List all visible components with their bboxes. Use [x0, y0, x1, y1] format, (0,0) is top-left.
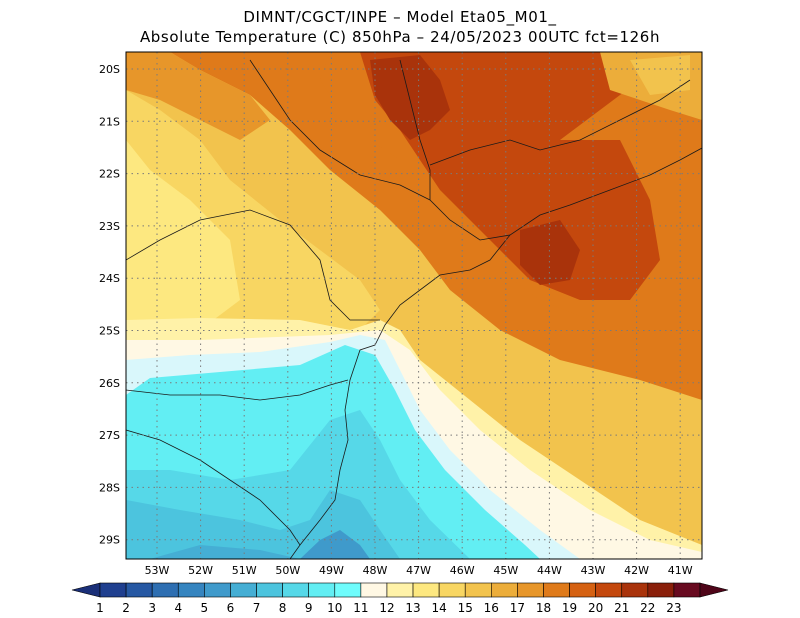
colorbar-swatch — [438, 582, 466, 598]
colorbar — [71, 582, 729, 598]
colorbar-label: 3 — [148, 601, 156, 615]
colorbar-swatch — [334, 582, 362, 598]
coastline-lines — [126, 59, 702, 559]
colorbar-label: 18 — [536, 601, 551, 615]
colorbar-swatch — [360, 582, 388, 598]
lon-label: 48W — [363, 564, 388, 577]
colorbar-swatch — [621, 582, 649, 598]
latitude-labels: 20S 21S 22S 23S 24S 25S 26S 27S 28S 29S — [99, 63, 120, 547]
colorbar-low-arrow — [71, 582, 101, 598]
colorbar-label: 9 — [305, 601, 313, 615]
colorbar-label: 22 — [640, 601, 655, 615]
colorbar-swatch — [491, 582, 518, 598]
lon-label: 51W — [232, 564, 257, 577]
colorbar-swatch — [282, 582, 309, 598]
colorbar-label: 12 — [379, 601, 394, 615]
lat-label: 26S — [99, 377, 120, 390]
lon-label: 43W — [581, 564, 606, 577]
lon-label: 50W — [275, 564, 300, 577]
plot-frame — [125, 51, 703, 560]
lon-label: 53W — [145, 564, 170, 577]
colorbar-label: 7 — [253, 601, 261, 615]
colorbar-label: 15 — [458, 601, 473, 615]
lon-label: 47W — [406, 564, 431, 577]
colorbar-swatch — [673, 582, 701, 598]
lon-label: 52W — [188, 564, 213, 577]
colorbar-label: 6 — [227, 601, 235, 615]
colorbar-swatch — [569, 582, 596, 598]
lat-label: 25S — [99, 325, 120, 338]
lat-label: 22S — [99, 168, 120, 181]
lat-label: 28S — [99, 481, 120, 494]
colorbar-label: 21 — [614, 601, 629, 615]
temperature-field — [126, 52, 702, 559]
colorbar-label: 5 — [201, 601, 209, 615]
lon-label: 46W — [450, 564, 475, 577]
lat-label: 23S — [99, 220, 120, 233]
colorbar-swatch — [595, 582, 623, 598]
colorbar-label: 23 — [666, 601, 681, 615]
colorbar-swatch — [412, 582, 440, 598]
colorbar-label: 13 — [405, 601, 420, 615]
lat-label: 20S — [99, 63, 120, 76]
colorbar-swatch — [308, 582, 336, 598]
colorbar-swatch — [151, 582, 179, 598]
title-line-2: Absolute Temperature (C) 850hPa – 24/05/… — [139, 28, 661, 46]
colorbar-label: 10 — [327, 601, 342, 615]
colorbar-swatch — [99, 582, 127, 598]
lat-label: 29S — [99, 534, 120, 547]
lon-label: 49W — [319, 564, 344, 577]
colorbar-label: 19 — [562, 601, 577, 615]
lat-label: 21S — [99, 115, 120, 128]
colorbar-high-arrow — [699, 582, 729, 598]
lon-label: 42W — [624, 564, 649, 577]
lat-label: 24S — [99, 272, 120, 285]
colorbar-swatch — [125, 582, 153, 598]
colorbar-label: 2 — [122, 601, 130, 615]
colorbar-swatch — [517, 582, 544, 598]
colorbar-label: 16 — [484, 601, 499, 615]
colorbar-swatch — [464, 582, 492, 598]
grid-lines — [126, 52, 702, 559]
colorbar-label: 17 — [510, 601, 525, 615]
colorbar-labels: 1 2 3 4 5 6 7 8 9 10 11 12 13 14 15 16 17 18 19 20 21 22 23 — [96, 601, 681, 615]
colorbar-swatch — [386, 582, 414, 598]
colorbar-label: 4 — [174, 601, 182, 615]
colorbar-swatch — [543, 582, 570, 598]
lat-label: 27S — [99, 429, 120, 442]
colorbar-label: 14 — [431, 601, 446, 615]
lon-label: 41W — [668, 564, 693, 577]
title-line-1: DIMNT/CGCT/INPE – Model Eta05_M01_ — [243, 8, 557, 26]
lon-label: 44W — [537, 564, 562, 577]
colorbar-label: 20 — [588, 601, 603, 615]
longitude-labels: 53W 52W 51W 50W 49W 48W 47W 46W 45W 44W 43W 42W 41W — [145, 564, 693, 577]
colorbar-label: 11 — [353, 601, 368, 615]
colorbar-label: 8 — [279, 601, 287, 615]
colorbar-swatch — [647, 582, 675, 598]
colorbar-label: 1 — [96, 601, 104, 615]
colorbar-swatch — [204, 582, 231, 598]
colorbar-swatch — [230, 582, 257, 598]
colorbar-swatch — [177, 582, 205, 598]
colorbar-swatch — [256, 582, 283, 598]
lon-label: 45W — [493, 564, 518, 577]
